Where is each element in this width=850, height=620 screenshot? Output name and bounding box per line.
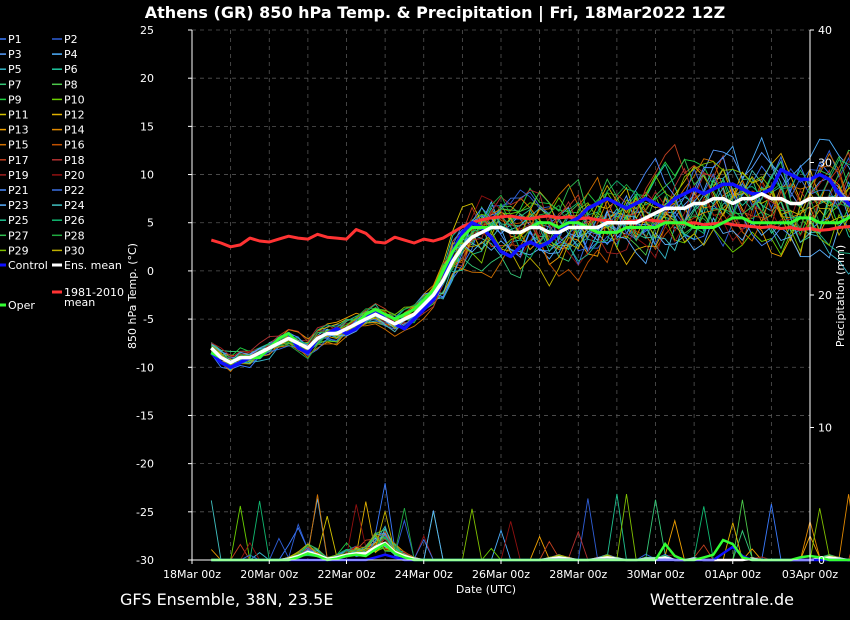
member-line-p24 — [211, 161, 850, 364]
legend-label-p25: P25 — [8, 214, 29, 227]
member-line-p23 — [211, 210, 850, 362]
legend-label-p19: P19 — [8, 169, 29, 182]
grid — [191, 29, 811, 561]
legend-label-p27: P27 — [8, 229, 29, 242]
member-line-p22 — [211, 159, 850, 365]
member-line-p28 — [211, 182, 850, 362]
y2-tick-label: 10 — [818, 422, 832, 435]
legend-label-p5: P5 — [8, 63, 22, 76]
legend-label-p8: P8 — [64, 78, 78, 91]
y2-tick-label: 40 — [818, 24, 832, 37]
legend-label-p1: P1 — [8, 33, 22, 46]
legend-label-p11: P11 — [8, 109, 29, 122]
member-line-p10 — [210, 187, 850, 364]
footer-model-location: GFS Ensemble, 38N, 23.5E — [120, 590, 333, 609]
legend-label-ens-mean: Ens. mean — [64, 259, 122, 272]
y-tick-label: 5 — [147, 217, 154, 230]
x-tick-label: 28Mar 00z — [549, 568, 607, 581]
x-tick-label: 24Mar 00z — [395, 568, 453, 581]
legend-label-p4: P4 — [64, 48, 78, 61]
legend-label-p13: P13 — [8, 124, 29, 137]
legend-label-oper: Oper — [8, 299, 35, 312]
y-tick-label: 0 — [147, 265, 154, 278]
y2-axis-label: Precipitation (mm) — [834, 245, 847, 347]
legend-label-p24: P24 — [64, 199, 85, 212]
ens-mean-temp-line — [210, 192, 850, 365]
legend-label-p23: P23 — [8, 199, 29, 212]
legend-label-p14: P14 — [64, 124, 85, 137]
legend-label-p22: P22 — [64, 184, 85, 197]
legend-label-climate-mean: 1981-2010 — [64, 286, 124, 299]
y-tick-label: 25 — [140, 24, 154, 37]
legend-label-p28: P28 — [64, 229, 85, 242]
legend-label-p26: P26 — [64, 214, 85, 227]
legend-label-p30: P30 — [64, 244, 85, 257]
legend-label-p15: P15 — [8, 139, 29, 152]
y2-tick-label: 30 — [818, 157, 832, 170]
x-axis-label: Date (UTC) — [456, 583, 516, 596]
legend-label-p6: P6 — [64, 63, 78, 76]
x-tick-label: 03Apr 00z — [782, 568, 839, 581]
legend-label-p7: P7 — [8, 78, 22, 91]
x-tick-label: 22Mar 00z — [317, 568, 375, 581]
y-axis-label: 850 hPa Temp. (°C) — [126, 243, 139, 349]
x-tick-label: 01Apr 00z — [705, 568, 762, 581]
y-tick-label: -20 — [136, 458, 154, 471]
x-tick-label: 18Mar 00z — [163, 568, 221, 581]
1981-2010-mean-temp-line — [210, 214, 850, 249]
legend-label-p2: P2 — [64, 33, 78, 46]
legend-label-p20: P20 — [64, 169, 85, 182]
legend-label-p9: P9 — [8, 93, 22, 106]
axes: 25 20 15 10 5 0 -5 -10 -15 -20 -25 -30 40 30 20 10 0 18Ma… — [136, 24, 838, 581]
y-tick-label: 20 — [140, 72, 154, 85]
x-tick-label: 20Mar 00z — [240, 568, 298, 581]
y-tick-label: -10 — [136, 361, 154, 374]
legend-label-control: Control — [8, 259, 48, 272]
legend-label-p18: P18 — [64, 154, 85, 167]
plot-area — [210, 136, 850, 562]
legend: P1 P2 P3 P4 P5 P6 P7 P8 P9 P10 P11 P12 P13 P14 P15 P16 P… — [0, 33, 124, 312]
y-tick-label: 15 — [140, 120, 154, 133]
legend-label-p12: P12 — [64, 109, 85, 122]
y2-tick-label: 20 — [818, 289, 832, 302]
y-tick-label: 10 — [140, 169, 154, 182]
legend-label-p29: P29 — [8, 244, 29, 257]
legend-label-p16: P16 — [64, 139, 85, 152]
member-line-p18 — [211, 167, 850, 359]
y2-tick-label: 0 — [818, 554, 825, 567]
x-tick-label: 26Mar 00z — [472, 568, 530, 581]
chart-title: Athens (GR) 850 hPa Temp. & Precipitatio… — [145, 3, 725, 23]
member-line-p17 — [210, 143, 850, 365]
legend-label-p10: P10 — [64, 93, 85, 106]
y-tick-label: -30 — [136, 554, 154, 567]
member-line-p15 — [210, 153, 850, 373]
footer-source: Wetterzentrale.de — [650, 590, 794, 609]
legend-label-p17: P17 — [8, 154, 29, 167]
y-tick-label: -15 — [136, 409, 154, 422]
x-tick-label: 30Mar 00z — [626, 568, 684, 581]
legend-label-p3: P3 — [8, 48, 22, 61]
y-tick-label: -5 — [143, 313, 154, 326]
legend-label-p21: P21 — [8, 184, 29, 197]
legend-label-climate-mean-line2: mean — [64, 296, 95, 309]
y-tick-label: -25 — [136, 506, 154, 519]
